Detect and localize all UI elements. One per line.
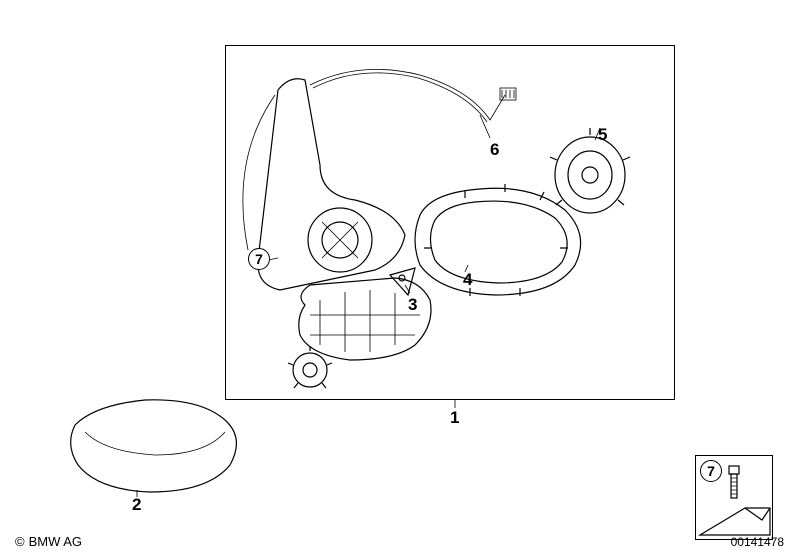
copyright: © BMW AG — [15, 534, 82, 549]
callout-4: 4 — [463, 270, 472, 290]
callout-7-circled-box: 7 — [700, 460, 722, 482]
callout-7-box-label: 7 — [707, 463, 715, 479]
image-id: 00141478 — [731, 535, 784, 549]
copyright-symbol: © — [15, 534, 25, 549]
callout-7-label: 7 — [255, 251, 263, 267]
callout-5: 5 — [598, 125, 607, 145]
callout-6: 6 — [490, 140, 499, 160]
copyright-text: BMW AG — [29, 534, 82, 549]
callout-2: 2 — [132, 495, 141, 515]
callout-3: 3 — [408, 295, 417, 315]
callout-7-circled-main: 7 — [248, 248, 270, 270]
diagram-svg — [0, 0, 799, 559]
callout-1: 1 — [450, 408, 459, 428]
